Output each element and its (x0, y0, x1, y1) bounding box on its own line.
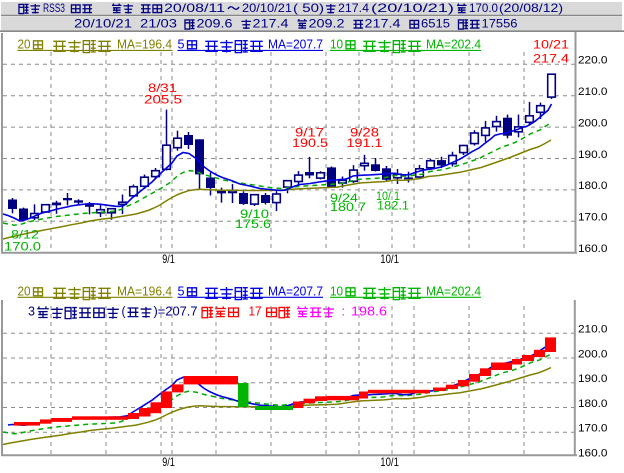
svg-text:175.6: 175.6 (235, 218, 271, 231)
svg-text:MA=196.4: MA=196.4 (117, 38, 172, 52)
svg-text:20: 20 (18, 285, 31, 299)
svg-text::: : (342, 305, 346, 319)
svg-text:170.0: 170.0 (578, 212, 608, 224)
svg-text:198.6: 198.6 (351, 305, 387, 319)
svg-text:217.4: 217.4 (338, 1, 369, 15)
svg-text:210.0: 210.0 (578, 86, 608, 98)
svg-text:200.0: 200.0 (578, 117, 608, 129)
svg-text:3: 3 (28, 305, 35, 319)
svg-text:5: 5 (178, 38, 185, 52)
svg-text:9/1: 9/1 (162, 456, 175, 469)
svg-text:180.0: 180.0 (578, 180, 608, 192)
svg-text:MA=202.4: MA=202.4 (426, 285, 481, 299)
svg-text:180.0: 180.0 (578, 398, 608, 410)
svg-text:5: 5 (178, 285, 185, 299)
svg-text:MA=196.4: MA=196.4 (117, 285, 172, 299)
svg-text:210.0: 210.0 (578, 324, 608, 336)
svg-text:RSS3: RSS3 (43, 1, 65, 15)
svg-text:205.5: 205.5 (144, 93, 182, 106)
svg-text:160.0: 160.0 (578, 243, 608, 255)
svg-text:17556: 17556 (482, 17, 518, 31)
svg-text:217.4: 217.4 (533, 53, 570, 66)
svg-text:220.0: 220.0 (578, 55, 608, 67)
svg-text:20/08/11: 20/08/11 (164, 1, 225, 15)
svg-text:)=207.7: )=207.7 (154, 305, 198, 319)
svg-text:10/1: 10/1 (380, 253, 399, 266)
svg-text:(20/10/21): (20/10/21) (371, 1, 454, 15)
svg-text:190.0: 190.0 (578, 149, 608, 161)
svg-text:8/31: 8/31 (148, 82, 177, 95)
svg-text:10/1: 10/1 (380, 456, 399, 469)
svg-text:20/10/21: 20/10/21 (242, 1, 292, 15)
svg-text:182.1: 182.1 (377, 199, 409, 212)
svg-text:(20/08/12): (20/08/12) (499, 1, 563, 15)
svg-text:190.5: 190.5 (292, 137, 328, 150)
svg-text:20: 20 (18, 38, 31, 52)
svg-text:10: 10 (330, 38, 343, 52)
svg-text:10/ 1: 10/ 1 (376, 190, 400, 203)
svg-text:MA=202.4: MA=202.4 (426, 38, 481, 52)
svg-text:10: 10 (330, 285, 343, 299)
svg-text:17: 17 (249, 305, 262, 319)
svg-text:6515: 6515 (421, 17, 450, 31)
svg-text:191.1: 191.1 (347, 137, 383, 150)
svg-text:8/12: 8/12 (11, 229, 39, 242)
svg-text:9/1: 9/1 (162, 253, 175, 266)
svg-text:21/03: 21/03 (140, 17, 178, 31)
svg-text:217.4: 217.4 (365, 17, 402, 31)
svg-text:170.0: 170.0 (469, 1, 498, 15)
svg-text:10/21: 10/21 (533, 39, 569, 52)
svg-text:20/10/21: 20/10/21 (74, 17, 132, 31)
svg-text:9/17: 9/17 (295, 127, 324, 140)
svg-text:217.4: 217.4 (253, 17, 290, 31)
svg-text:190.0: 190.0 (578, 373, 608, 385)
svg-text:MA=207.7: MA=207.7 (268, 38, 323, 52)
svg-text:170.0: 170.0 (578, 423, 608, 435)
svg-text:170.0: 170.0 (4, 241, 41, 254)
svg-text:(: ( (122, 305, 127, 319)
svg-text:200.0: 200.0 (578, 348, 608, 360)
svg-text:209.2: 209.2 (309, 17, 345, 31)
svg-text:9/24: 9/24 (330, 192, 359, 205)
svg-text:9/10: 9/10 (240, 208, 269, 221)
svg-text:9/28: 9/28 (350, 127, 379, 140)
svg-text:160.0: 160.0 (578, 447, 608, 459)
svg-text:( 50): ( 50) (293, 1, 324, 15)
svg-text:MA=207.7: MA=207.7 (268, 285, 323, 299)
svg-text:180.7: 180.7 (330, 201, 366, 214)
svg-text:209.6: 209.6 (197, 17, 234, 31)
